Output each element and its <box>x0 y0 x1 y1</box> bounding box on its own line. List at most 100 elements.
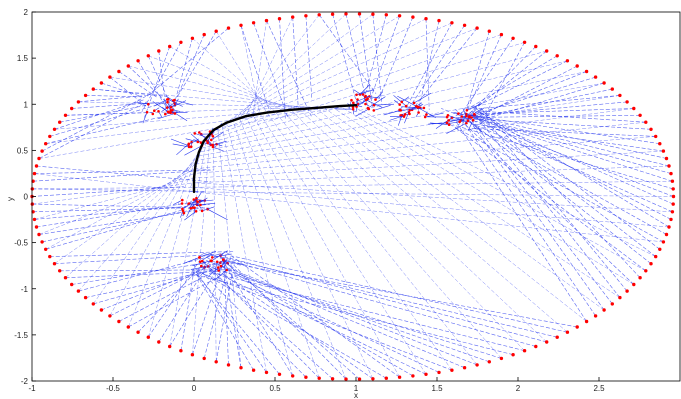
cluster-point <box>364 102 367 106</box>
cluster-spoke <box>359 84 370 95</box>
connector-line <box>193 274 514 355</box>
boundary-point <box>330 12 335 16</box>
boundary-point <box>625 289 629 293</box>
connector-line <box>34 177 195 220</box>
boundary-point <box>654 254 658 259</box>
cluster-spoke <box>173 199 183 205</box>
cluster-spoke <box>190 266 209 270</box>
boundary-point <box>44 142 48 146</box>
connector-line <box>194 136 656 174</box>
connector-line <box>469 112 656 257</box>
cluster-point <box>147 102 150 106</box>
boundary-point <box>83 93 88 98</box>
connector-line <box>475 106 628 292</box>
boundary-point <box>669 171 673 176</box>
cluster-spoke <box>466 102 483 111</box>
connector-line <box>196 274 280 375</box>
cluster-spoke <box>197 199 214 203</box>
cluster-point <box>416 106 420 109</box>
boundary-point <box>534 344 538 349</box>
cluster-point <box>446 114 450 117</box>
cluster-point <box>166 100 169 104</box>
connector-line <box>274 111 478 366</box>
connector-line <box>158 268 206 343</box>
boundary-point <box>397 14 402 18</box>
connector-line <box>217 127 242 368</box>
cluster-spoke <box>367 96 386 109</box>
connector-line <box>468 118 652 130</box>
boundary-point <box>146 54 150 58</box>
boundary-point <box>424 372 428 376</box>
cluster-spoke <box>469 108 478 116</box>
cluster-point <box>192 198 196 201</box>
cluster-spoke <box>428 122 448 125</box>
connector-line <box>222 253 242 368</box>
connector-line <box>78 101 324 108</box>
boundary-point <box>202 356 206 361</box>
boundary-point <box>658 142 662 146</box>
connector-line <box>202 50 547 146</box>
connector-line <box>199 252 414 377</box>
boundary-point <box>602 308 606 312</box>
boundary-point <box>58 269 62 273</box>
boundary-point <box>664 156 669 161</box>
connector-line <box>194 271 254 371</box>
cluster-point <box>194 210 198 213</box>
boundary-point <box>32 217 37 222</box>
connector-line <box>85 95 143 98</box>
connector-line <box>259 113 427 375</box>
y-tick-label: -1 <box>21 285 29 294</box>
cluster-point <box>196 200 199 204</box>
boundary-point <box>264 370 269 375</box>
cluster-spoke <box>142 112 148 124</box>
cluster-point <box>164 112 167 116</box>
connector-line <box>49 100 170 137</box>
boundary-point <box>499 32 504 37</box>
boundary-point <box>168 44 172 49</box>
boundary-point <box>48 254 52 259</box>
boundary-point <box>669 217 673 222</box>
connector-line <box>323 107 605 311</box>
cluster-point <box>408 112 411 116</box>
boundary-point <box>575 325 579 329</box>
boundary-point <box>462 23 467 27</box>
connector-line <box>200 271 307 378</box>
boundary-point <box>632 106 636 111</box>
cluster-point <box>471 118 475 122</box>
connector-line <box>223 260 229 365</box>
connector-line <box>34 173 195 193</box>
connector-line <box>38 105 351 159</box>
cluster-spoke <box>170 110 188 121</box>
cluster-spoke <box>176 143 189 156</box>
boundary-point <box>411 15 415 19</box>
cluster-spoke <box>365 99 383 108</box>
boundary-point <box>610 87 614 91</box>
cluster-point <box>356 98 359 101</box>
boundary-point <box>76 289 81 293</box>
connector-line <box>128 65 300 110</box>
boundary-point <box>52 127 57 131</box>
cluster-point <box>169 109 172 112</box>
connector-line <box>364 14 387 99</box>
cluster-point <box>465 121 468 125</box>
cluster-point <box>217 269 220 272</box>
connector-line <box>45 105 346 144</box>
y-tick-label: 2 <box>24 8 29 17</box>
boundary-point <box>108 75 112 79</box>
connector-line <box>38 209 204 235</box>
cluster-point <box>400 100 404 104</box>
cluster-point <box>351 107 355 111</box>
x-axis-label: x <box>354 391 358 399</box>
connector-line <box>78 252 225 292</box>
connector-line <box>369 15 400 103</box>
boundary-point <box>565 59 570 63</box>
boundary-point <box>499 356 504 361</box>
cluster-point <box>457 112 460 115</box>
connector-line <box>54 254 219 264</box>
connector-line <box>331 106 621 298</box>
cluster-point <box>165 106 169 109</box>
connector-line <box>32 203 210 209</box>
cluster-spoke <box>356 96 370 102</box>
boundary-point <box>654 134 658 139</box>
cluster-spoke <box>153 99 168 107</box>
